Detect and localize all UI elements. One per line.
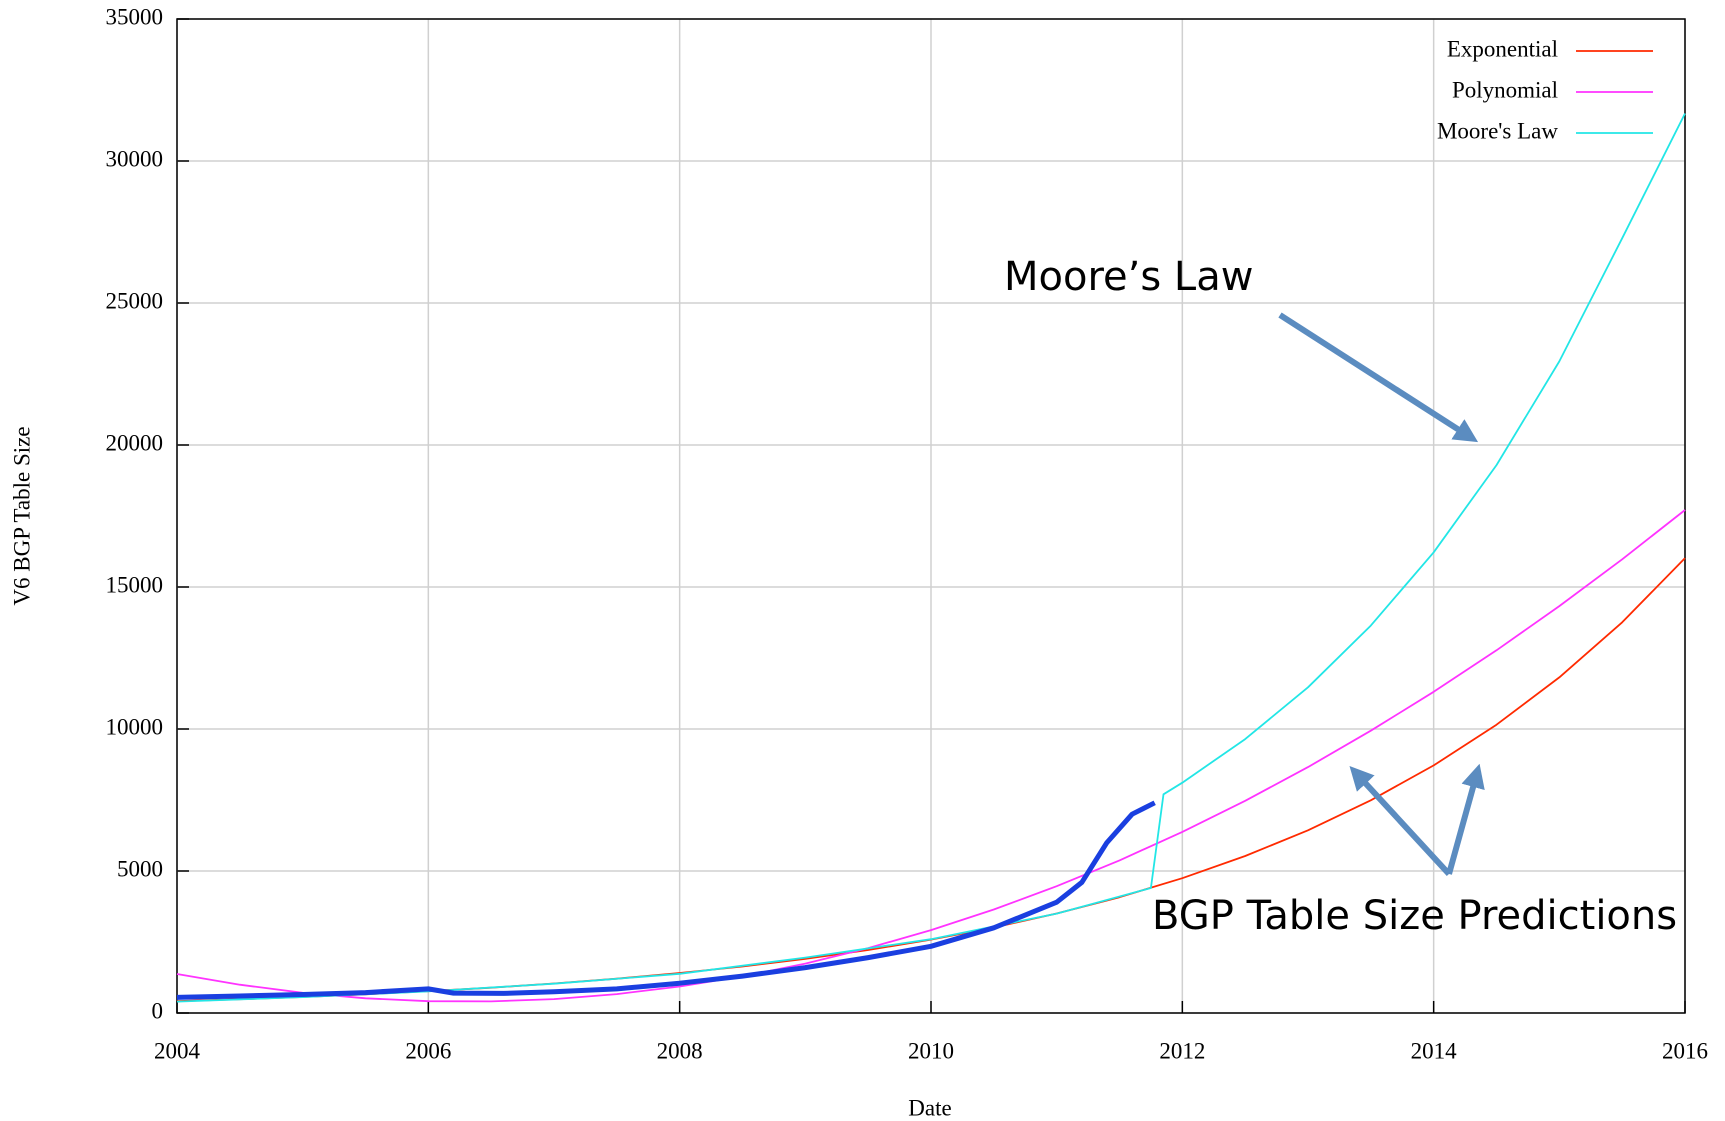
y-tick-label: 15000	[106, 572, 164, 597]
y-tick-label: 25000	[106, 288, 164, 313]
x-tick-label: 2012	[1159, 1038, 1205, 1063]
legend-label: Moore's Law	[1437, 118, 1558, 143]
plot-frame	[176, 18, 1686, 1014]
annotation: Moore’s Law	[1004, 254, 1253, 300]
x-tick-label: 2008	[657, 1038, 703, 1063]
y-tick-label: 35000	[106, 4, 164, 29]
annotation: BGP Table Size Predictions	[1152, 893, 1677, 939]
x-tick-label: 2016	[1662, 1038, 1708, 1063]
y-tick-label: 10000	[106, 714, 164, 739]
y-tick-label: 20000	[106, 430, 164, 455]
series-line	[176, 509, 1686, 1003]
legend-label: Exponential	[1447, 36, 1558, 61]
x-axis-label: Date	[908, 1095, 951, 1120]
data-line	[176, 800, 1156, 1000]
x-tick-label: 2014	[1411, 1038, 1458, 1063]
legend-label: Polynomial	[1452, 77, 1558, 102]
y-axis-label: V6 BGP Table Size	[9, 426, 34, 605]
series-line	[176, 113, 1686, 1003]
arrow	[1446, 763, 1485, 875]
y-tick-label: 30000	[106, 146, 164, 171]
y-tick-label: 5000	[117, 856, 163, 881]
arrow	[1278, 312, 1479, 443]
arrow	[1349, 765, 1452, 877]
x-tick-label: 2010	[908, 1038, 954, 1063]
x-tick-label: 2004	[154, 1038, 201, 1063]
y-tick-label: 0	[152, 998, 164, 1023]
x-tick-label: 2006	[405, 1038, 451, 1063]
